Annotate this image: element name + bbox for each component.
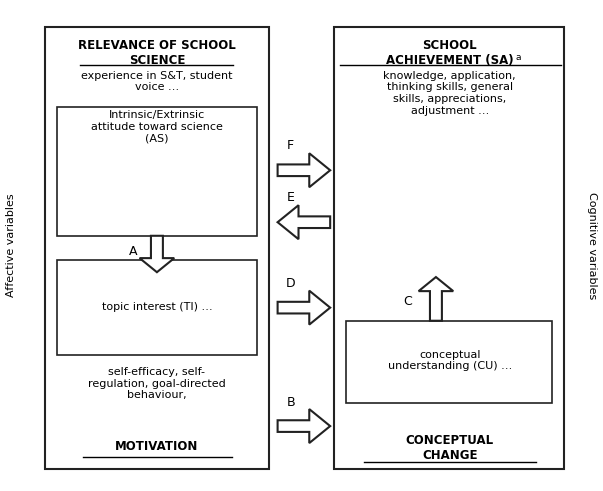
Bar <box>334 27 564 469</box>
Polygon shape <box>139 236 174 272</box>
Polygon shape <box>277 205 330 239</box>
Text: a: a <box>516 53 521 62</box>
Text: knowledge, application,
thinking skills, general
skills, appreciations,
adjustme: knowledge, application, thinking skills,… <box>384 71 516 115</box>
Bar <box>45 27 269 469</box>
Text: topic interest (TI) …: topic interest (TI) … <box>102 302 212 312</box>
Bar <box>57 107 257 236</box>
Text: Affective variables: Affective variables <box>5 193 16 298</box>
Polygon shape <box>277 153 330 187</box>
Text: Intrinsic/Extrinsic
attitude toward science
(AS): Intrinsic/Extrinsic attitude toward scie… <box>91 110 223 143</box>
Text: RELEVANCE OF SCHOOL: RELEVANCE OF SCHOOL <box>78 39 236 52</box>
Polygon shape <box>277 291 330 325</box>
Text: Cognitive variables: Cognitive variables <box>587 192 598 299</box>
Text: F: F <box>287 139 294 152</box>
Text: E: E <box>287 191 295 204</box>
Text: MOTIVATION: MOTIVATION <box>115 440 198 454</box>
Polygon shape <box>418 277 453 321</box>
Polygon shape <box>277 409 330 443</box>
Bar <box>346 321 552 403</box>
Text: self-efficacy, self-
regulation, goal-directed
behaviour,: self-efficacy, self- regulation, goal-di… <box>88 367 226 401</box>
Text: C: C <box>403 295 412 308</box>
Text: B: B <box>286 396 295 409</box>
Bar <box>57 260 257 355</box>
Text: experience in S&T, student
voice …: experience in S&T, student voice … <box>81 71 233 92</box>
Text: SCIENCE: SCIENCE <box>128 54 185 67</box>
Text: D: D <box>286 277 295 290</box>
Text: A: A <box>128 245 137 258</box>
Text: CONCEPTUAL
CHANGE: CONCEPTUAL CHANGE <box>406 435 494 463</box>
Text: SCHOOL: SCHOOL <box>422 39 477 52</box>
Text: conceptual
understanding (CU) …: conceptual understanding (CU) … <box>388 350 512 371</box>
Text: ACHIEVEMENT (SA): ACHIEVEMENT (SA) <box>386 54 514 67</box>
